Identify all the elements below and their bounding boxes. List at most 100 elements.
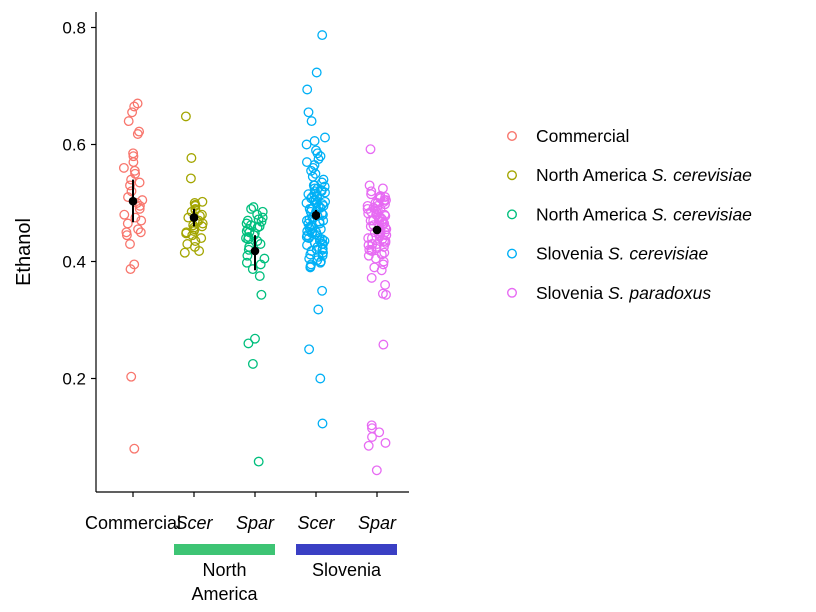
data-point [255,239,266,249]
data-point [320,132,330,143]
data-point [306,116,317,127]
data-point [246,203,257,214]
data-point [255,259,266,270]
y-tick-label: 0.2 [62,370,86,389]
data-point [125,239,135,249]
data-point [314,236,325,246]
group-bar [296,544,397,555]
data-point [380,279,391,290]
data-point [303,218,314,229]
data-point [379,195,390,206]
legend-label-plain: Slovenia [536,283,608,303]
data-point [134,200,145,211]
data-point [250,333,260,344]
data-point [254,221,265,232]
data-point [304,203,315,214]
data-point [309,136,320,146]
group-label: North America [191,560,258,604]
data-point [318,215,329,226]
legend-label-plain: North America [536,165,652,185]
data-point [380,437,391,448]
data-point [136,215,147,226]
data-point [194,246,205,256]
data-point [125,180,135,191]
mean-point [128,196,138,206]
data-point [376,265,387,276]
legend-label: Slovenia S. cerevisiae [536,244,708,264]
data-point [247,264,258,275]
mean-point [250,246,260,256]
data-point [123,116,134,127]
data-point [252,236,263,246]
data-point [317,30,328,41]
data-point [129,101,140,112]
data-point [126,174,137,185]
data-point [130,212,141,223]
data-point [365,215,376,226]
data-point [310,168,321,179]
y-tick-label: 0.4 [62,253,86,272]
data-point [135,227,146,238]
legend-label: Slovenia S. paradoxus [536,283,711,303]
data-point [241,257,252,268]
data-point [196,233,207,244]
data-point [133,224,144,235]
data-point [304,344,315,355]
legend-label-species: S. paradoxus [608,283,711,303]
data-point [312,148,323,159]
data-point [132,129,143,139]
data-point [241,233,251,244]
data-point [371,465,382,476]
legend-key [507,287,518,298]
group-label-line: Slovenia [312,560,382,580]
mean-point [372,225,382,235]
data-point [364,180,375,191]
data-point [366,244,377,255]
legend-label-species: S. cerevisiae [652,204,752,224]
legend-key [507,170,518,181]
data-point [257,206,268,217]
data-point [121,230,132,241]
data-point [243,338,254,349]
summary-layer [128,179,382,271]
data-point [316,239,327,249]
x-tick-label: Scer [175,513,213,533]
data-point [132,98,143,109]
data-point [362,203,373,214]
group-label: Slovenia [312,560,382,580]
data-point [137,195,148,206]
data-point [185,173,196,184]
data-point [187,230,198,241]
data-point [367,432,377,442]
y-tick-label: 0.8 [62,19,86,38]
data-point [311,67,322,78]
data-point [366,186,377,197]
data-point [180,111,191,122]
x-tick-label: Commercial [85,513,181,533]
data-point [308,162,319,173]
data-point [253,456,264,467]
data-point [118,162,129,173]
data-point [378,339,389,350]
data-point [254,271,265,282]
data-point [242,250,253,261]
data-point [315,257,326,268]
data-point [129,443,140,454]
data-point [122,218,133,229]
data-point [317,285,328,296]
data-point [128,151,139,162]
data-point [252,209,263,220]
data-point [317,418,328,429]
legend-label: North America S. cerevisiae [536,165,752,185]
legend-label-plain: Commercial [536,126,629,146]
data-point [256,289,267,300]
data-point [125,264,136,275]
data-point [186,153,197,163]
data-point [313,304,324,315]
data-point [134,203,145,214]
data-point [134,177,145,188]
data-point [372,239,383,249]
data-point [366,272,377,283]
data-point [315,151,326,162]
